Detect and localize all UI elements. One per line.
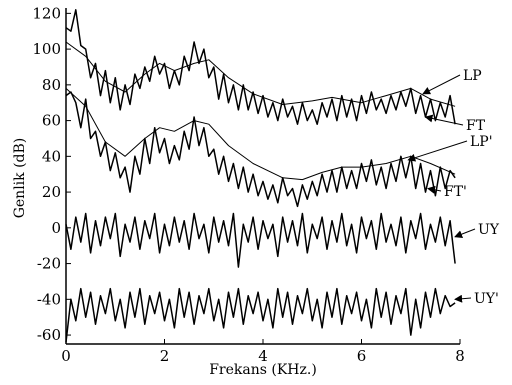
series-line-ft-prime (65, 91, 456, 208)
x-axis-label: Frekans (KHz.) (209, 362, 317, 378)
annotation-label-4: UY (478, 222, 500, 238)
x-tick-label-3: 6 (357, 347, 367, 365)
y-tick-label-3: 60 (42, 112, 61, 130)
y-tick-label-8: -40 (37, 290, 61, 308)
series-group (65, 9, 456, 343)
y-tick-group: 120 100 80 60 40 20 0 -20 -40 -60 (32, 4, 71, 344)
annotation-arrow-4 (454, 228, 476, 238)
y-axis-label: Genlik (dB) (12, 138, 28, 219)
series-line-lp (65, 41, 456, 107)
x-tick-label-2: 4 (258, 347, 268, 365)
y-tick-label-2: 80 (42, 76, 61, 94)
annotation-label-5: UY' (474, 291, 499, 307)
annotation-arrow-5 (454, 294, 472, 303)
annotation-arrow-3 (427, 185, 442, 194)
annotation-label-3: FT' (444, 184, 467, 200)
series-line-uy-prime (65, 287, 456, 343)
y-tick-label-9: -60 (37, 326, 61, 344)
x-tick-label-1: 2 (160, 347, 170, 365)
annotation-label-0: LP (463, 68, 482, 84)
y-tick-label-4: 40 (42, 147, 61, 165)
x-tick-label-0: 0 (61, 347, 71, 365)
y-tick-label-1: 100 (32, 40, 61, 58)
annotation-arrow-0 (422, 74, 461, 95)
series-line-uy (65, 212, 456, 268)
x-tick-label-4: 8 (455, 347, 465, 365)
annotation-arrow-1 (424, 114, 464, 126)
annotation-arrow-2 (407, 140, 468, 162)
series-line-ft (65, 9, 456, 125)
annotation-label-2: LP' (470, 134, 493, 150)
annotation-label-1: FT (466, 118, 486, 134)
series-line-lp-prime (65, 88, 456, 181)
y-tick-label-6: 0 (51, 219, 61, 237)
y-tick-label-0: 120 (32, 4, 61, 22)
y-tick-label-5: 20 (42, 183, 61, 201)
y-tick-label-7: -20 (37, 255, 61, 273)
